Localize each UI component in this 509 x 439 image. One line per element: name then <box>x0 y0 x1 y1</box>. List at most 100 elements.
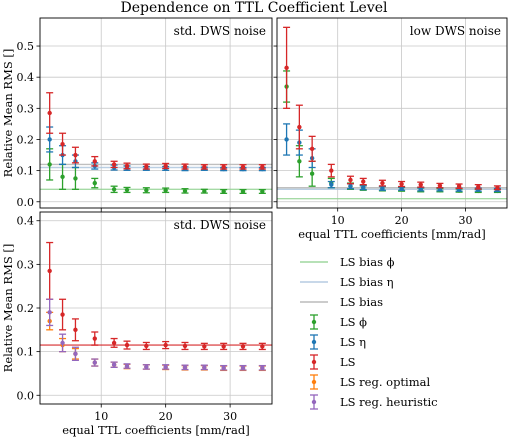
x-tick-label: 20 <box>159 410 173 423</box>
data-point <box>111 187 117 192</box>
data-point <box>240 344 246 349</box>
legend-point <box>311 379 317 385</box>
data-point <box>309 146 315 152</box>
data-point <box>437 183 443 188</box>
data-point <box>92 180 97 186</box>
data-point <box>297 159 302 164</box>
axes-frame <box>39 17 273 209</box>
data-point <box>380 186 385 191</box>
series-ls <box>46 92 266 170</box>
data-point <box>182 365 188 370</box>
legend-label: LS <box>340 355 356 369</box>
y-tick-label: 0.3 <box>17 258 35 271</box>
panel-title: std. DWS noise <box>174 218 266 232</box>
data-point <box>221 164 226 170</box>
data-point <box>221 365 226 370</box>
data-point <box>456 183 462 189</box>
data-point <box>60 312 65 317</box>
legend-label: LS reg. optimal <box>340 375 430 389</box>
y-tick-label: 0.5 <box>17 40 35 53</box>
series-ls <box>283 26 501 191</box>
legend-entry: LS η <box>310 334 366 350</box>
data-point <box>182 188 188 194</box>
data-point <box>60 141 65 147</box>
panel-title: std. DWS noise <box>174 24 266 38</box>
legend-label: LS reg. heuristic <box>340 395 438 409</box>
data-point <box>240 164 246 170</box>
series-ls_phi <box>283 70 501 194</box>
data-point <box>163 342 168 348</box>
data-point <box>240 365 246 370</box>
data-point <box>380 180 385 186</box>
data-point <box>418 187 423 192</box>
y-tick-label: 0.2 <box>17 133 35 146</box>
series-ls <box>46 241 266 351</box>
data-point <box>163 364 168 370</box>
legend-entry: LS bias ϕ <box>300 255 395 269</box>
data-point <box>47 310 52 315</box>
series-ls_eta <box>283 123 501 193</box>
data-point <box>182 164 188 169</box>
data-point <box>348 177 353 183</box>
x-tick-label: 30 <box>458 214 472 227</box>
legend-label: LS bias ϕ <box>340 255 395 269</box>
data-point <box>309 171 315 176</box>
legend-entry: LS reg. optimal <box>310 374 430 390</box>
x-tick-label: 30 <box>223 410 237 423</box>
data-point <box>47 268 52 274</box>
data-point <box>202 344 207 349</box>
legend-entry: LS <box>310 354 356 370</box>
panel-title: low DWS noise <box>410 24 501 38</box>
legend-point <box>311 399 317 405</box>
y-tick-label: 0.1 <box>17 346 35 359</box>
y-tick-label: 0.0 <box>17 389 35 402</box>
legend-point <box>311 359 317 365</box>
data-point <box>144 343 149 349</box>
data-point <box>361 179 366 184</box>
legend-entry: LS reg. heuristic <box>310 394 438 410</box>
legend-entry: LS ϕ <box>310 314 367 330</box>
data-point <box>111 162 117 167</box>
legend-label: LS ϕ <box>340 315 367 329</box>
data-point <box>329 182 334 187</box>
data-point <box>92 159 97 164</box>
series-ls_phi <box>46 148 266 195</box>
data-point <box>124 163 130 169</box>
data-point <box>144 364 149 370</box>
data-point <box>124 342 130 348</box>
data-point <box>361 185 366 190</box>
data-point <box>144 188 149 193</box>
x-tick-label: 20 <box>395 214 409 227</box>
data-point <box>418 182 423 187</box>
y-tick-label: 0.1 <box>17 165 35 178</box>
data-point <box>73 351 78 357</box>
panel-3: 10 20 30 0.0 0.1 0.2 0.3 0.4 std. DWS noise equal… <box>1 211 273 437</box>
data-point <box>260 344 265 349</box>
x-axis-label: equal TTL coefficients [mm/rad] <box>298 227 486 241</box>
figure-title: Dependence on TTL Coefficient Level <box>121 0 389 16</box>
data-point <box>284 65 289 71</box>
data-point <box>73 327 78 333</box>
data-point <box>47 137 52 142</box>
x-tick-label: 10 <box>331 214 345 227</box>
data-point <box>284 137 289 142</box>
data-point <box>297 124 302 130</box>
legend: LS bias ϕ LS bias η LS bias LS ϕ LS η LS LS re… <box>300 255 438 410</box>
data-point <box>92 360 97 365</box>
data-point <box>73 152 78 158</box>
data-point <box>399 186 404 191</box>
data-point <box>182 343 188 349</box>
y-tick-label: 0.3 <box>17 102 35 115</box>
legend-label: LS bias η <box>340 275 394 289</box>
data-point <box>73 176 78 181</box>
y-axis-label: Relative Mean RMS [] <box>1 244 15 373</box>
data-point <box>60 340 65 346</box>
data-point <box>260 164 265 170</box>
legend-entry: LS bias <box>300 295 383 309</box>
data-point <box>124 363 130 369</box>
data-point <box>221 189 226 194</box>
panel-1: 0.0 0.1 0.2 0.3 0.4 0.5 std. DWS noise Relative… <box>1 17 273 212</box>
data-point <box>163 188 168 193</box>
series-ls_reg_optimal <box>46 311 266 372</box>
